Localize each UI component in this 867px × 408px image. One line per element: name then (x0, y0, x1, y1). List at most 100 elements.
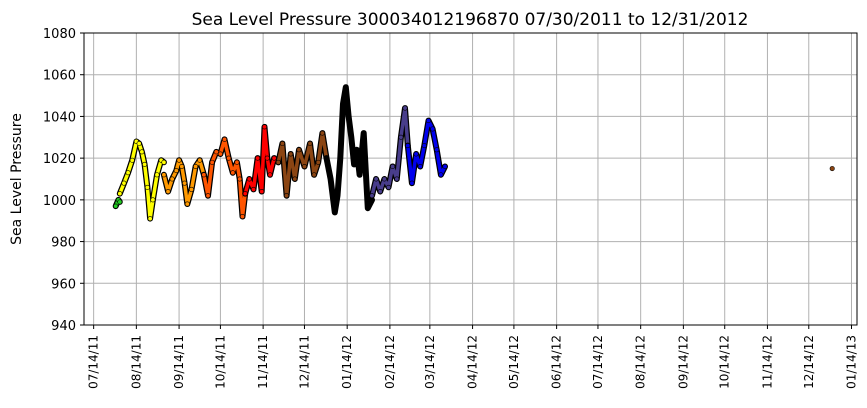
data-point (369, 193, 375, 199)
data-point (150, 197, 156, 203)
data-series (112, 84, 835, 222)
data-point (328, 176, 334, 182)
y-axis-label: Sea Level Pressure (9, 113, 25, 245)
x-tick-label: 07/14/11 (87, 335, 101, 389)
series-8 (404, 117, 448, 187)
data-point (121, 180, 127, 186)
data-point (230, 170, 236, 176)
data-point (438, 172, 444, 178)
data-point (262, 124, 268, 130)
x-tick-label: 11/14/11 (256, 335, 270, 389)
series-line (406, 118, 447, 185)
data-point (176, 157, 182, 163)
data-point (279, 141, 285, 147)
data-point (184, 201, 190, 207)
x-tick-label: 08/14/11 (129, 335, 143, 389)
axes: 940 960 980 1000 1020 1040 1060 1080 07/14/11 08/… (43, 27, 859, 389)
x-tick-label: 01/14/13 (844, 335, 858, 389)
data-point (829, 166, 835, 172)
data-point (205, 193, 211, 199)
data-point (361, 130, 367, 136)
data-point (405, 143, 411, 149)
data-point (340, 101, 346, 107)
y-tick-label: 960 (51, 277, 76, 292)
data-point (182, 180, 188, 186)
data-point (142, 161, 148, 167)
data-point (346, 113, 352, 119)
data-point (226, 155, 232, 161)
data-point (222, 136, 228, 142)
data-point (307, 141, 313, 147)
y-tick-label: 980 (51, 236, 76, 251)
data-point (332, 209, 338, 215)
x-tick-label: 12/14/12 (802, 335, 816, 389)
data-point (234, 159, 240, 165)
data-point (324, 155, 330, 161)
x-tick-label: 03/14/12 (423, 335, 437, 389)
x-tick-label: 09/14/12 (676, 335, 690, 389)
data-point (348, 134, 354, 140)
data-point (288, 151, 294, 157)
data-point (161, 172, 167, 178)
data-point (117, 199, 123, 205)
data-point (139, 149, 145, 155)
data-point (381, 176, 387, 182)
x-tick-label: 11/14/12 (760, 335, 774, 389)
data-point (284, 193, 290, 199)
data-point (213, 149, 219, 155)
series-7 (369, 105, 411, 199)
data-point (413, 151, 419, 157)
series-line (243, 125, 281, 196)
data-point (357, 172, 363, 178)
data-point (154, 172, 160, 178)
data-point (217, 151, 223, 157)
x-tick-label: 10/14/11 (213, 335, 227, 389)
x-tick-label: 10/14/12 (718, 335, 732, 389)
data-point (365, 205, 371, 211)
data-point (398, 134, 404, 140)
chart-title: Sea Level Pressure 300034012196870 07/30… (192, 10, 749, 30)
y-tick-label: 1040 (43, 110, 76, 125)
x-tick-label: 01/14/12 (340, 335, 354, 389)
data-point (136, 141, 142, 147)
x-tick-label: 04/14/12 (466, 335, 480, 389)
data-point (250, 186, 256, 192)
x-tick-label: 09/14/11 (172, 335, 186, 389)
data-point (267, 172, 273, 178)
data-point (129, 157, 135, 163)
data-point (394, 176, 400, 182)
data-point (417, 163, 423, 169)
data-point (179, 163, 185, 169)
data-point (337, 155, 343, 161)
data-point (343, 84, 349, 90)
data-point (430, 126, 436, 132)
data-point (165, 189, 171, 195)
x-tick-label: 05/14/12 (507, 335, 521, 389)
data-point (169, 176, 175, 182)
data-point (292, 176, 298, 182)
data-point (242, 191, 248, 197)
series-5 (275, 130, 330, 199)
data-point (373, 176, 379, 182)
series-4 (242, 123, 282, 197)
data-point (402, 105, 408, 111)
data-point (259, 189, 265, 195)
series-9 (829, 166, 835, 172)
data-point (271, 155, 277, 161)
data-point (319, 130, 325, 136)
data-point (425, 118, 431, 124)
series-3 (200, 136, 249, 220)
x-tick-label: 07/14/12 (591, 335, 605, 389)
data-point (113, 203, 119, 209)
data-point (301, 163, 307, 169)
data-point (351, 161, 357, 167)
data-point (377, 189, 383, 195)
data-point (117, 191, 123, 197)
x-tick-label: 08/14/12 (634, 335, 648, 389)
series-line (370, 106, 410, 198)
data-point (275, 159, 281, 165)
data-point (311, 172, 317, 178)
data-point (421, 143, 427, 149)
